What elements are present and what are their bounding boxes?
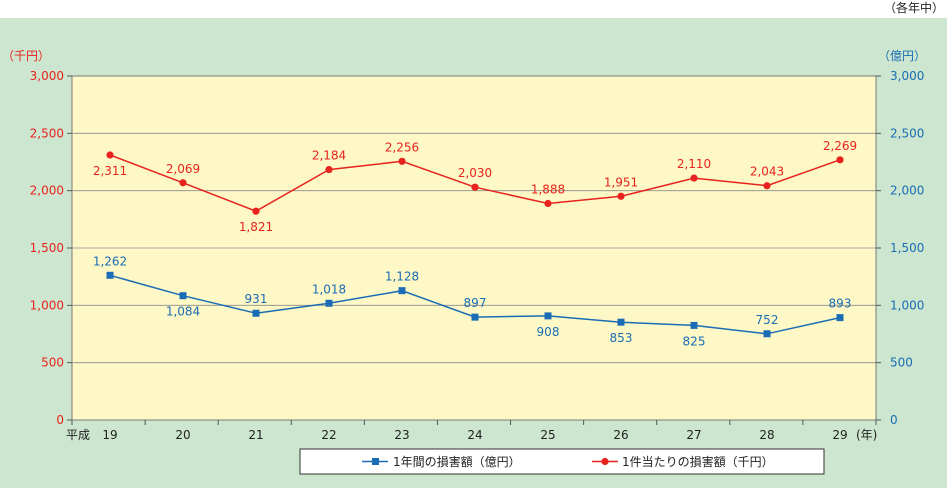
data-label: 853 [610, 331, 633, 345]
data-label: 908 [537, 325, 560, 339]
data-label: 752 [756, 313, 779, 327]
data-label: 2,110 [677, 157, 711, 171]
left-tick-label: 1,500 [30, 241, 64, 255]
right-tick-label: 0 [890, 413, 898, 427]
data-label: 931 [245, 292, 268, 306]
right-tick-label: 3,000 [890, 69, 924, 83]
data-label: 2,030 [458, 166, 492, 180]
left-tick-label: 3,000 [30, 69, 64, 83]
data-label: 897 [464, 296, 487, 310]
data-label: 2,184 [312, 149, 346, 163]
data-label: 1,084 [166, 305, 200, 319]
right-tick-label: 500 [890, 356, 913, 370]
legend-marker-per-case [601, 457, 609, 466]
x-tick-label: 24 [467, 428, 482, 442]
data-point [544, 199, 552, 208]
x-tick-label: 25 [540, 428, 555, 442]
period-note: （各年中） [884, 0, 944, 15]
data-point [617, 192, 625, 200]
x-axis-ticks [71, 420, 877, 425]
legend-label-per-case: 1件当たりの損害額（千円） [622, 454, 774, 469]
legend-label-annual: 1年間の損害額（億円） [393, 454, 521, 469]
data-point [325, 165, 333, 174]
data-point [106, 151, 114, 159]
data-label: 1,951 [604, 175, 638, 189]
gridlines [67, 75, 881, 421]
data-point [252, 207, 260, 215]
right-tick-label: 2,000 [890, 184, 924, 198]
left-tick-label: 500 [41, 356, 64, 370]
data-label: 893 [829, 297, 852, 311]
data-point [325, 299, 333, 307]
left-tick-label: 1,000 [30, 298, 64, 312]
left-axis-unit: （千円） [2, 49, 50, 63]
data-point [471, 183, 479, 191]
x-tick-label: 22 [321, 428, 336, 442]
era-label: 平成 [66, 428, 90, 442]
data-label: 825 [683, 334, 706, 348]
data-point [398, 287, 406, 295]
series-markers [106, 151, 844, 338]
data-point [763, 182, 771, 190]
left-tick-label: 2,500 [30, 126, 64, 140]
x-tick-label: 28 [759, 428, 774, 442]
x-tick-label: 21 [248, 428, 263, 442]
data-label: 2,256 [385, 140, 419, 154]
data-label: 1,262 [93, 254, 127, 268]
data-label: 2,043 [750, 165, 784, 179]
left-tick-label: 2,000 [30, 184, 64, 198]
data-labels: 1,262 1,084 931 1,018 1,128 897 908 853 825 752 89… [93, 139, 857, 349]
data-point [398, 157, 406, 165]
data-point [106, 271, 114, 279]
data-point [836, 156, 844, 164]
data-label: 2,069 [166, 162, 200, 176]
data-point [763, 330, 771, 338]
right-tick-label: 2,500 [890, 126, 924, 140]
x-tick-label: 27 [686, 428, 701, 442]
x-tick-label: 29 [832, 428, 847, 442]
x-axis-unit: (年) [856, 428, 877, 442]
data-point [252, 309, 260, 317]
data-point [544, 312, 552, 320]
data-label: 1,128 [385, 270, 419, 284]
data-point [690, 174, 698, 182]
right-axis-unit: （億円） [878, 49, 926, 63]
legend-marker-annual [372, 458, 379, 465]
data-point [617, 318, 625, 326]
left-tick-label: 0 [56, 413, 64, 427]
data-label: 1,018 [312, 282, 346, 296]
data-label: 2,269 [823, 139, 857, 153]
x-tick-label: 23 [394, 428, 409, 442]
axis-labels: 0 0 500 500 1,000 1,000 1,500 1,500 2,000 2,000 2,… [30, 69, 925, 442]
data-label: 1,888 [531, 183, 565, 197]
data-label: 2,311 [93, 164, 127, 178]
data-point [179, 179, 187, 187]
data-point [471, 313, 479, 321]
right-tick-label: 1,500 [890, 241, 924, 255]
data-point [836, 314, 844, 322]
x-tick-label: 26 [613, 428, 628, 442]
legend: 1年間の損害額（億円） 1件当たりの損害額（千円） [299, 448, 825, 475]
data-point [179, 292, 187, 300]
x-tick-label: 20 [175, 428, 190, 442]
x-tick-label: 19 [102, 428, 117, 442]
data-label: 1,821 [239, 220, 273, 234]
right-tick-label: 1,000 [890, 298, 924, 312]
data-point [690, 321, 698, 329]
